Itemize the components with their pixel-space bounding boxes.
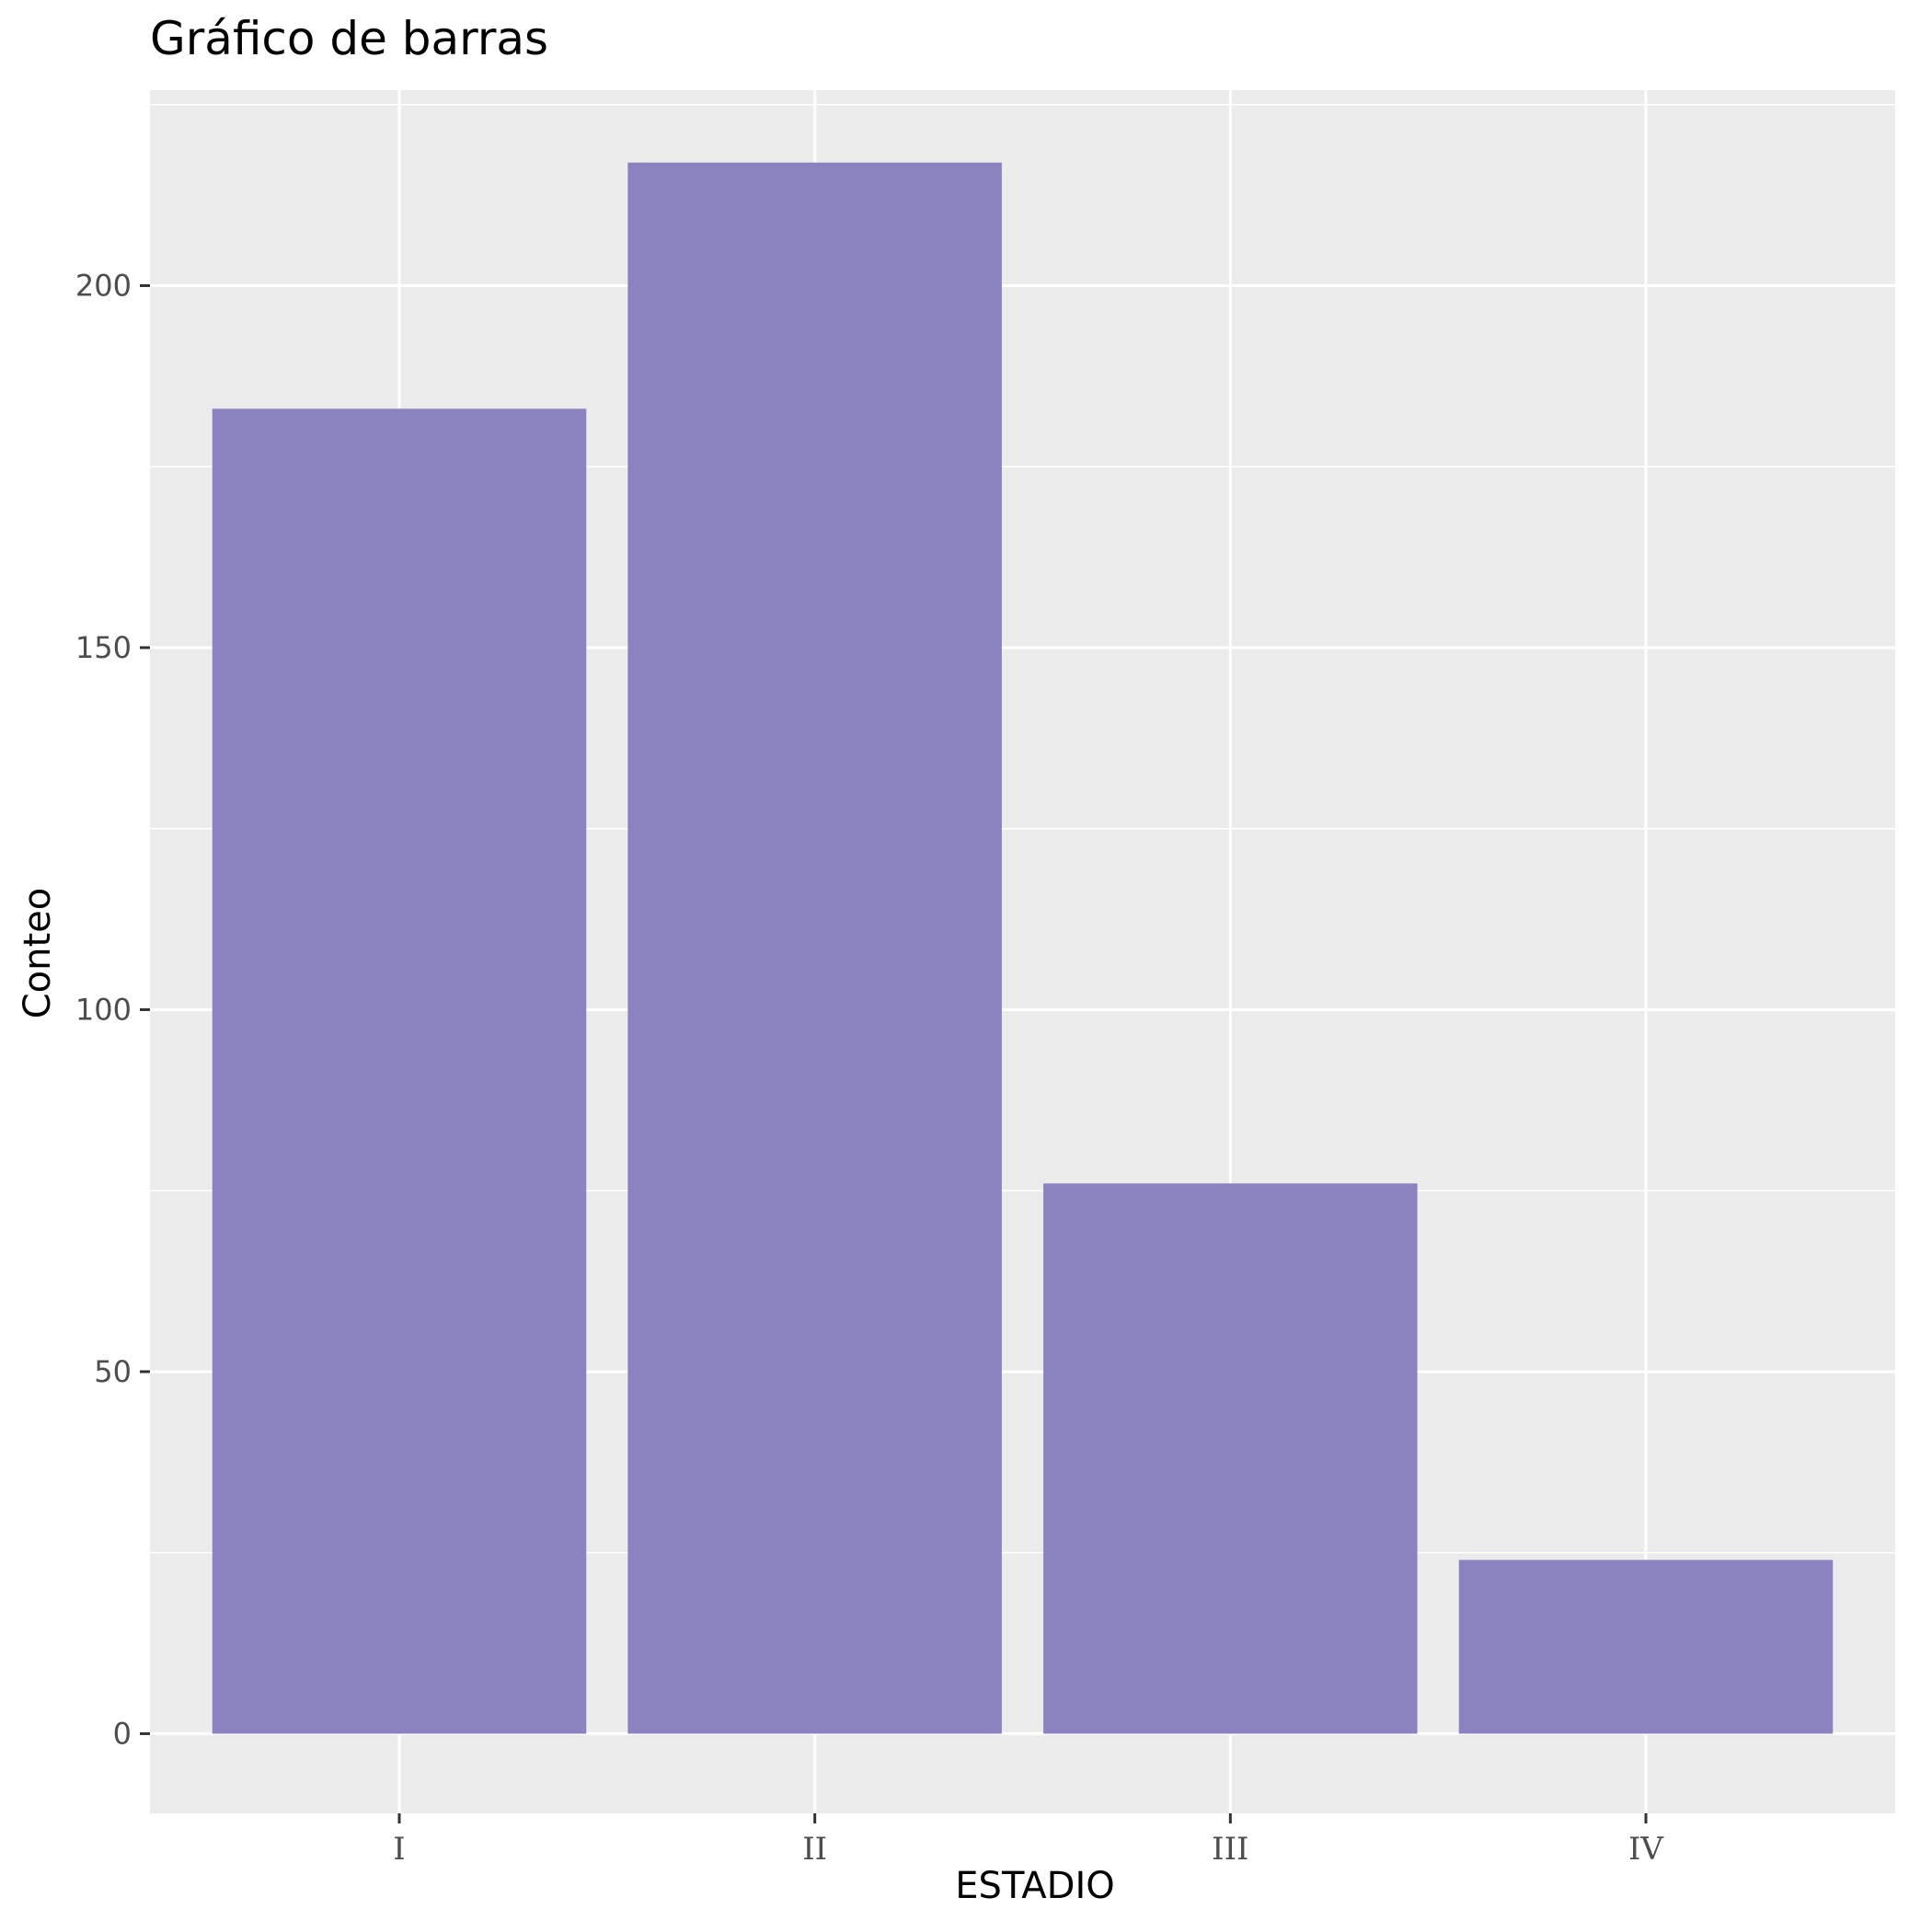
- y-axis: 0 50 100 150 200: [75, 268, 150, 1751]
- x-tick-label: I: [393, 1831, 405, 1868]
- y-tick-label: 0: [113, 1716, 132, 1751]
- bars: [212, 162, 1834, 1734]
- bar-III: [1043, 1183, 1418, 1734]
- bar-IV: [1458, 1559, 1834, 1734]
- x-axis-title: ESTADIO: [955, 1865, 1114, 1907]
- y-tick-label: 100: [75, 992, 132, 1027]
- x-axis: I II III IV: [393, 1813, 1664, 1868]
- y-tick-label: 150: [75, 630, 132, 665]
- y-tick-label: 50: [94, 1354, 132, 1389]
- y-tick-label: 200: [75, 268, 132, 303]
- chart-title: Gráfico de barras: [150, 12, 548, 65]
- bar-II: [627, 162, 1002, 1734]
- y-axis-title: Conteo: [17, 888, 59, 1019]
- x-tick-label: II: [802, 1831, 827, 1868]
- x-tick-label: IV: [1628, 1831, 1664, 1868]
- bar-I: [212, 408, 587, 1734]
- x-tick-label: III: [1212, 1831, 1248, 1868]
